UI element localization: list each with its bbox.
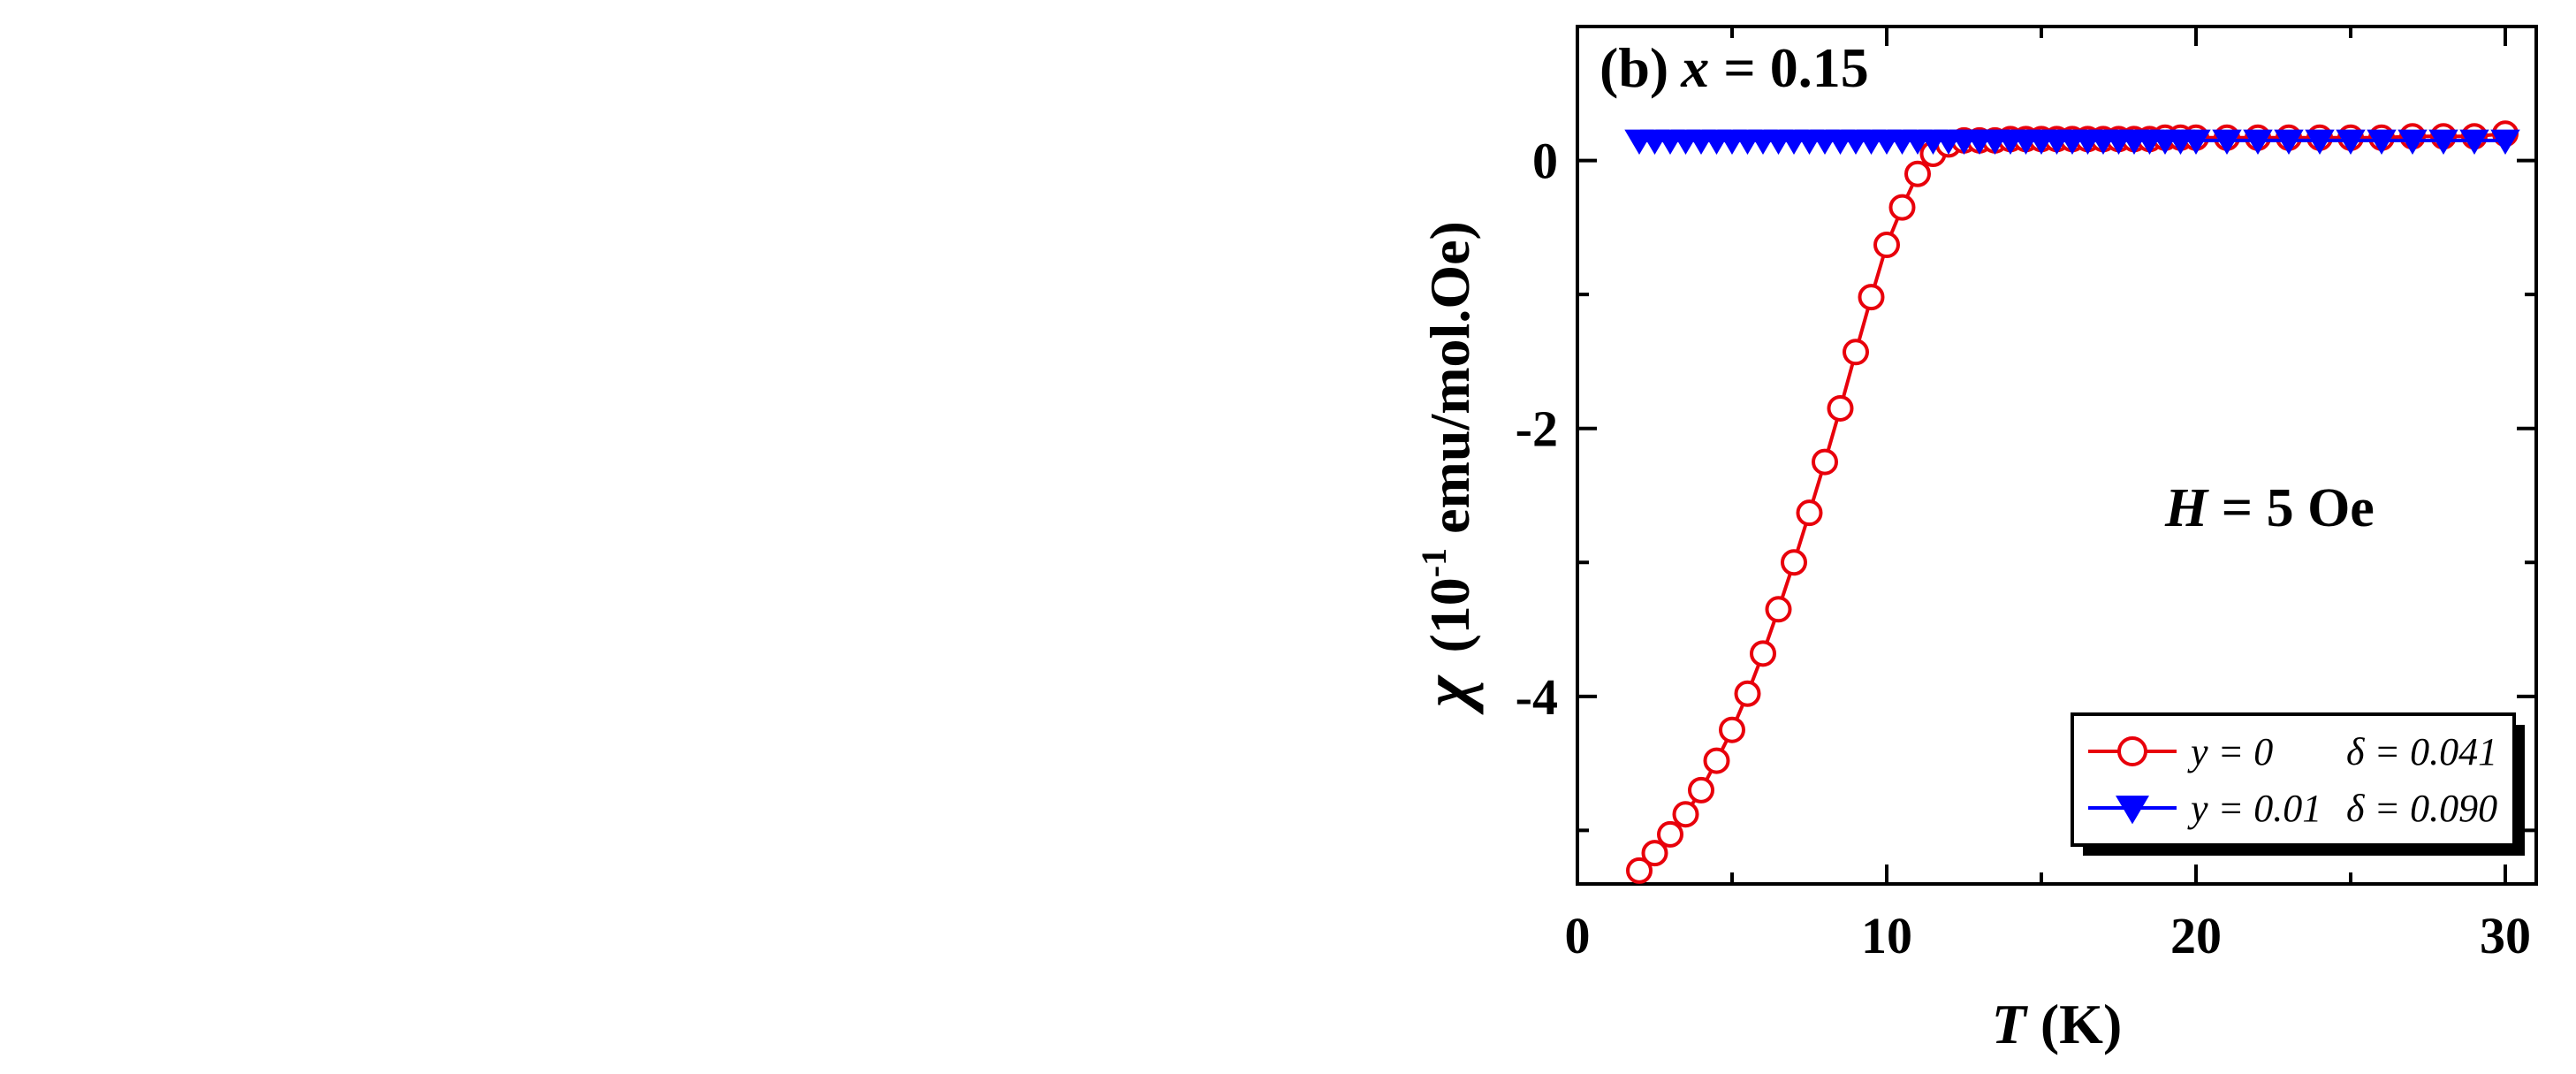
data-point xyxy=(1657,820,1683,848)
x-axis-label: T (K) xyxy=(1992,993,2123,1055)
y-axis-label: χ (10-1 emu/mol.Oe) xyxy=(1410,221,1484,715)
data-point xyxy=(2367,129,2397,156)
data-point xyxy=(2116,796,2149,825)
legend-delta: δ = 0.041 xyxy=(2346,730,2497,773)
data-point xyxy=(1688,776,1714,804)
y-tick-label: -2 xyxy=(1516,400,1558,458)
data-point xyxy=(1812,448,1838,476)
y-tick-label: 0 xyxy=(1532,133,1558,190)
series-1 xyxy=(1624,129,2520,156)
title-rest: = 0.15 xyxy=(1709,36,1868,99)
panel-title: (b) x = 0.15 xyxy=(1600,36,1869,99)
legend-label: y = 0.01 xyxy=(2187,787,2321,830)
data-point xyxy=(1703,747,1730,774)
y-axis-post: emu/mol.Oe) xyxy=(1418,221,1481,548)
data-point xyxy=(1843,339,1869,366)
data-point xyxy=(2336,129,2366,156)
y-axis-symbol: χ xyxy=(1410,674,1484,715)
data-point xyxy=(1734,680,1761,707)
annotation-rest: = 5 Oe xyxy=(2207,478,2375,538)
data-point xyxy=(2243,129,2273,156)
data-point xyxy=(1888,194,1916,221)
x-axis-var: T xyxy=(1992,993,2029,1055)
data-point xyxy=(2397,129,2428,156)
data-point xyxy=(2428,129,2458,156)
data-point xyxy=(1858,284,1885,311)
legend-box xyxy=(2071,712,2516,847)
x-tick-label: 10 xyxy=(1861,907,1912,964)
annotation-var: H xyxy=(2164,478,2209,538)
data-point xyxy=(1765,596,1792,623)
data-point xyxy=(1750,640,1776,667)
x-tick-label: 30 xyxy=(2480,907,2531,964)
x-tick-label: 0 xyxy=(1565,907,1591,964)
legend-delta: δ = 0.090 xyxy=(2346,787,2497,830)
data-point xyxy=(2212,129,2242,156)
x-tick-label: 20 xyxy=(2170,907,2222,964)
data-point xyxy=(1827,394,1854,422)
data-point xyxy=(2181,129,2211,156)
data-point xyxy=(1796,499,1823,527)
data-point xyxy=(1904,160,1931,187)
x-axis-unit: (K) xyxy=(2026,993,2122,1055)
data-point xyxy=(1641,840,1668,867)
data-point xyxy=(1626,857,1653,884)
legend: y = 0 δ = 0.041 y = 0.01 δ = 0.090 xyxy=(2071,712,2525,856)
y-axis-exp: -1 xyxy=(1414,548,1454,577)
y-axis-pre: (10 xyxy=(1418,577,1481,652)
panel-label: (b) xyxy=(1600,36,1668,99)
legend-label: y = 0 xyxy=(2187,730,2273,773)
data-point xyxy=(1873,232,1900,259)
data-point xyxy=(1781,549,1807,576)
data-point xyxy=(2459,129,2489,156)
title-var: x xyxy=(1680,36,1709,99)
data-point xyxy=(2305,129,2335,156)
data-point xyxy=(1672,801,1699,828)
data-point xyxy=(2490,129,2520,156)
y-tick-label: -4 xyxy=(1516,668,1558,726)
chart-panel-b: 0 10 20 30 0 -2 -4 (b) x = 0.15 T (K) χ (10-1 emu/m… xyxy=(1410,25,2538,1055)
plot-frame xyxy=(1576,25,2538,886)
data-point xyxy=(2117,736,2147,766)
field-annotation: H = 5 Oe xyxy=(2164,478,2375,538)
data-point xyxy=(2274,129,2304,156)
data-point xyxy=(1719,716,1745,743)
